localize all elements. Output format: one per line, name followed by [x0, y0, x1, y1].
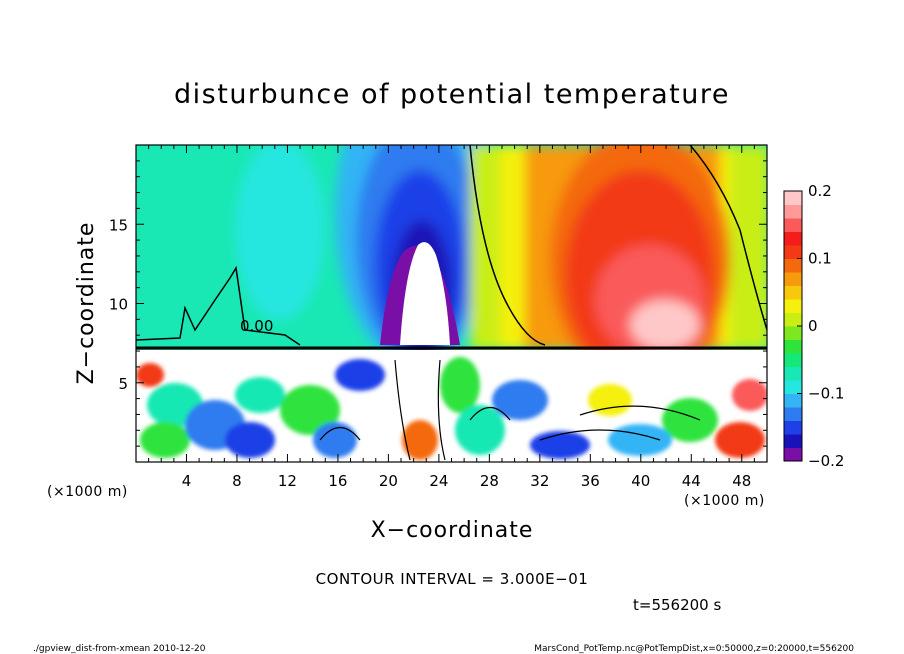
y-axis: 5 10 15	[109, 160, 767, 447]
colorbar-swatch	[784, 312, 802, 327]
cold-core-white	[400, 242, 450, 345]
lower-contours	[319, 359, 701, 461]
zero-contour-left	[136, 265, 301, 346]
colorbar-swatch	[784, 353, 802, 367]
x-tick-label: 28	[480, 472, 499, 490]
colorbar-swatch	[784, 434, 802, 448]
x-unit-left: (×1000 m)	[47, 484, 128, 500]
x-axis-label: X−coordinate	[371, 518, 534, 543]
colorbar: 0.2 0.1 0 −0.1 −0.2	[783, 182, 844, 470]
x-tick-label: 40	[631, 472, 650, 490]
colorbar-swatch	[784, 393, 802, 408]
colorbar-swatch	[784, 258, 802, 273]
plot-area: 0.00	[136, 145, 767, 462]
colorbar-swatch	[784, 299, 802, 313]
colorbar-swatch	[784, 285, 802, 300]
colorbar-swatch	[784, 366, 802, 381]
x-tick-label: 12	[278, 472, 297, 490]
y-axis-label: Z−coordinate	[74, 222, 99, 385]
colorbar-swatch	[784, 231, 802, 246]
colorbar-swatch	[784, 191, 802, 205]
colorbar-tick-label: 0.2	[808, 182, 832, 200]
contour-interval: CONTOUR INTERVAL = 3.000E−01	[316, 570, 589, 588]
zero-contour-right	[469, 145, 767, 346]
x-tick-label: 20	[379, 472, 398, 490]
x-tick-label: 16	[328, 472, 347, 490]
x-tick-label: 36	[581, 472, 600, 490]
contour-label: 0.00	[240, 317, 273, 335]
warm-region-peak	[630, 300, 700, 350]
time-stamp: t=556200 s	[633, 596, 721, 614]
colorbar-swatch	[784, 420, 802, 435]
x-axis: 4 8 12 16 20 24 28 32 36 40 44 48	[148, 145, 755, 490]
y-tick-label: 10	[109, 296, 128, 314]
colorbar-swatch	[784, 218, 802, 232]
x-tick-label: 24	[429, 472, 448, 490]
footer-left: ./gpview_dist-from-xmean 2010-12-20	[33, 644, 206, 654]
colorbar-swatch	[784, 326, 802, 340]
colorbar-swatch	[784, 407, 802, 421]
colorbar-tick-label: −0.2	[808, 452, 844, 470]
y-tick-label: 15	[109, 216, 128, 234]
x-tick-label: 44	[682, 472, 701, 490]
chart-title: disturbunce of potential temperature	[174, 79, 730, 110]
colorbar-tick-label: 0.1	[808, 250, 832, 268]
colorbar-swatch	[784, 339, 802, 354]
cyan-band	[235, 145, 325, 320]
footer-right: MarsCond_PotTemp.nc@PotTempDist,x=0:5000…	[534, 644, 854, 654]
colorbar-tick-label: 0	[808, 317, 818, 335]
y-tick-label: 5	[118, 375, 128, 393]
colorbar-swatch	[784, 380, 802, 394]
colorbar-swatch	[784, 245, 802, 259]
colorbar-swatch	[784, 204, 802, 219]
x-tick-label: 4	[182, 472, 192, 490]
x-tick-label: 32	[530, 472, 549, 490]
x-tick-label: 8	[232, 472, 242, 490]
x-unit-right: (×1000 m)	[684, 493, 765, 509]
colorbar-swatch	[784, 272, 802, 286]
x-tick-label: 48	[732, 472, 751, 490]
colorbar-tick-label: −0.1	[808, 385, 844, 403]
colorbar-swatch	[784, 447, 802, 462]
